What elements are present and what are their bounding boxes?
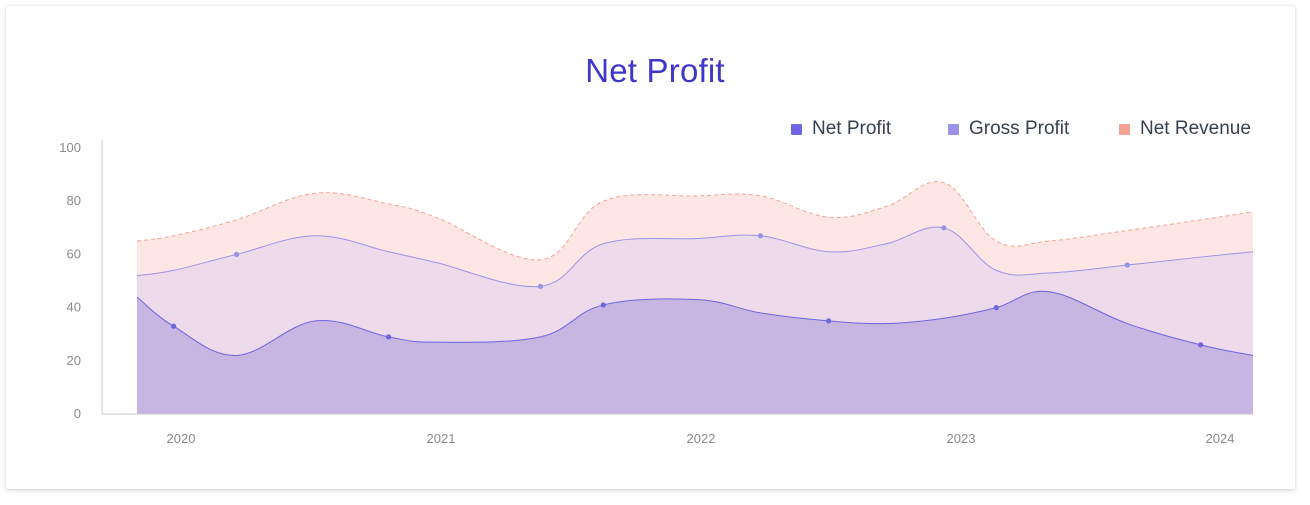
area-net-profit (137, 291, 1253, 414)
y-tick-label: 0 (74, 406, 81, 421)
point-net-profit (826, 318, 832, 324)
y-tick-label: 60 (67, 246, 81, 261)
x-tick-label: 2021 (427, 431, 456, 446)
y-tick-label: 20 (67, 353, 81, 368)
legend-label-net-revenue: Net Revenue (1140, 118, 1251, 139)
chart-legend: Net Profit Gross Profit Net Revenue (0, 118, 1310, 142)
point-gross-profit (941, 225, 947, 231)
legend-swatch-gross-profit (948, 123, 959, 135)
legend-item-net-revenue[interactable]: Net Revenue (1119, 118, 1251, 140)
line-net-profit (136, 290, 1254, 356)
line-net-revenue (136, 181, 1254, 261)
legend-label-gross-profit: Gross Profit (969, 118, 1070, 139)
chart-title: Net Profit (585, 52, 725, 89)
legend-label-net-profit: Net Profit (812, 118, 892, 139)
x-tick-label: 2022 (687, 431, 716, 446)
y-tick-label: 40 (67, 300, 81, 315)
y-tick-label: 80 (67, 193, 81, 208)
point-gross-profit (233, 251, 240, 257)
legend-item-gross-profit[interactable]: Gross Profit (948, 118, 1069, 140)
point-net-profit (171, 323, 177, 329)
legend-item-net-profit[interactable]: Net Profit (791, 118, 891, 140)
point-gross-profit (1124, 262, 1130, 268)
legend-swatch-net-profit (791, 123, 802, 135)
point-net-profit (1198, 342, 1204, 348)
y-tick-label: 100 (59, 140, 81, 155)
line-gross-profit (136, 226, 1254, 288)
legend-swatch-net-revenue (1119, 123, 1130, 135)
x-tick-label: 2020 (167, 431, 196, 446)
x-tick-label: 2024 (1206, 431, 1235, 446)
point-gross-profit (537, 283, 544, 289)
point-net-profit (993, 305, 999, 311)
point-gross-profit (757, 233, 764, 239)
point-net-profit (600, 302, 606, 308)
point-net-profit (385, 334, 392, 340)
x-tick-label: 2023 (947, 431, 976, 446)
